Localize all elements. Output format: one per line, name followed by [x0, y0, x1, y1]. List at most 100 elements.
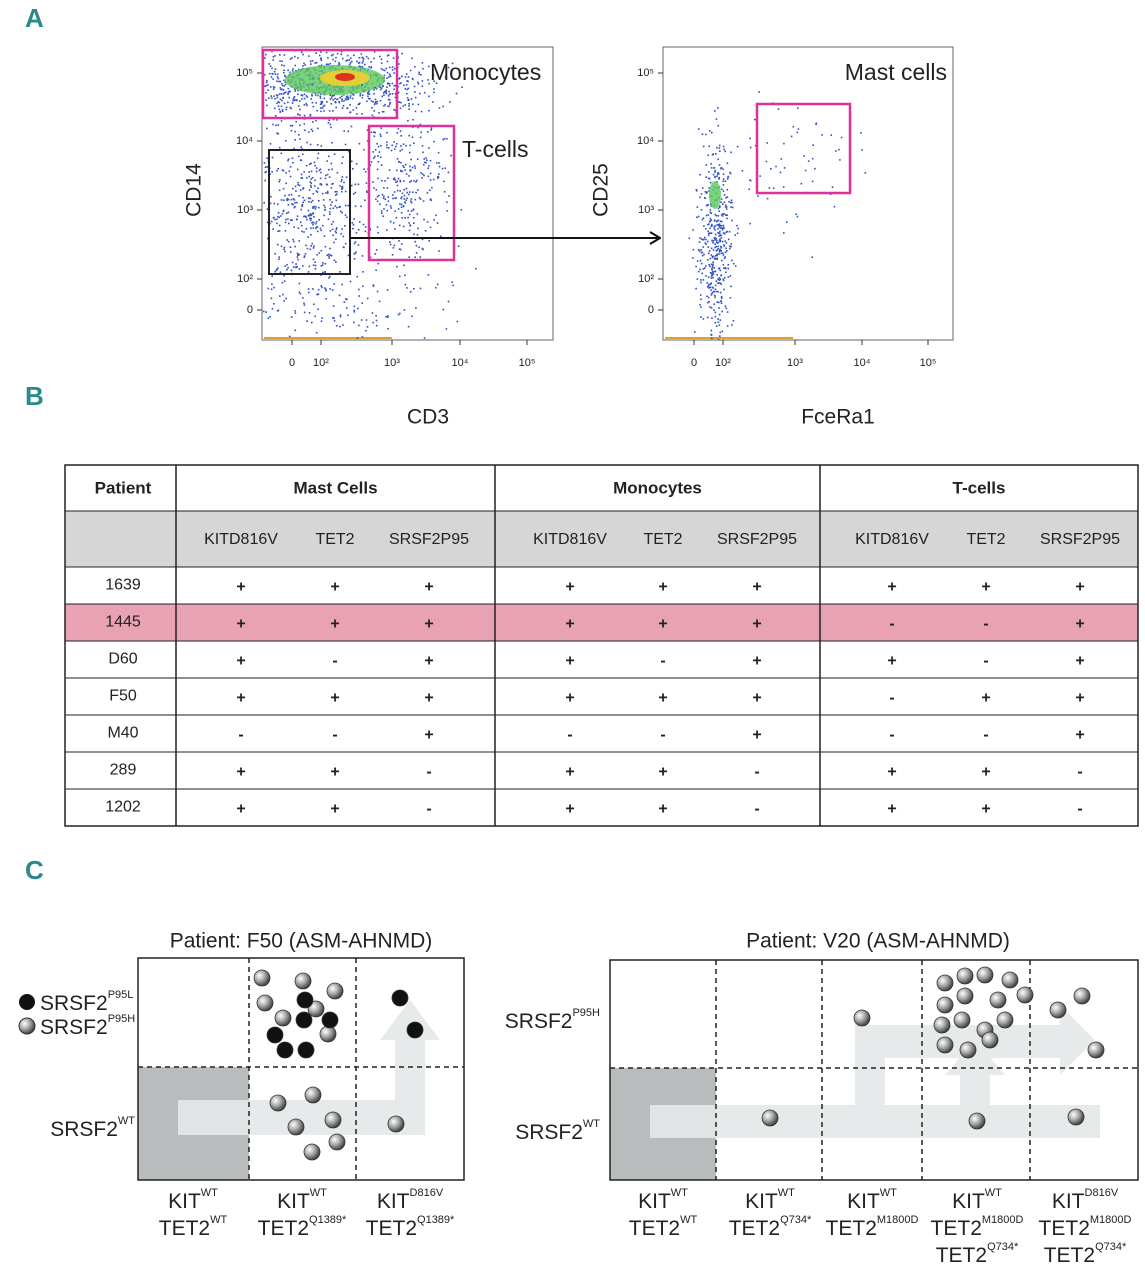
- event-dot: [696, 206, 699, 208]
- cell: [294, 972, 312, 990]
- event-dot: [399, 130, 402, 132]
- event-dot: [404, 163, 407, 166]
- event-dot: [342, 246, 345, 248]
- event-dot: [705, 204, 708, 207]
- event-dot: [361, 336, 364, 338]
- event-dot: [815, 122, 818, 125]
- event-dot: [296, 256, 299, 258]
- event-dot: [279, 110, 282, 113]
- event-dot: [278, 189, 281, 192]
- event-dot: [717, 219, 720, 222]
- event-dot: [287, 158, 290, 160]
- label-base: TET2: [936, 1244, 987, 1267]
- event-dot: [386, 229, 388, 231]
- event-dot: [303, 104, 306, 106]
- event-dot: [401, 217, 404, 219]
- event-dot: [408, 151, 411, 154]
- event-dot: [460, 209, 463, 211]
- event-dot: [423, 161, 426, 164]
- event-dot: [782, 186, 785, 188]
- event-dot: [720, 201, 722, 204]
- event-dot: [718, 240, 721, 242]
- event-dot: [295, 120, 297, 123]
- event-dot: [408, 99, 410, 101]
- event-dot: [353, 242, 356, 245]
- event-dot: [298, 134, 300, 136]
- event-dot: [404, 87, 407, 90]
- event-dot: [399, 248, 402, 251]
- event-dot: [413, 142, 415, 145]
- event-dot: [711, 267, 713, 270]
- event-dot: [273, 95, 275, 97]
- event-dot: [270, 86, 272, 88]
- event-dot: [432, 101, 434, 103]
- event-dot: [310, 98, 312, 100]
- event-dot: [443, 180, 445, 183]
- gate-label: Monocytes: [430, 59, 541, 85]
- event-dot: [768, 187, 771, 189]
- event-dot: [299, 100, 301, 102]
- event-dot: [404, 169, 406, 171]
- event-dot: [382, 69, 384, 71]
- event-dot: [322, 271, 324, 274]
- legend-label: SRSF2P95L: [40, 989, 133, 1015]
- event-dot: [399, 190, 401, 192]
- event-dot: [388, 73, 391, 76]
- event-dot: [293, 266, 295, 268]
- event-dot: [433, 140, 435, 143]
- event-dot: [408, 108, 410, 110]
- event-dot: [264, 171, 266, 174]
- event-dot: [396, 132, 399, 134]
- mutation-status: +: [565, 579, 574, 596]
- event-dot: [296, 168, 299, 171]
- event-dot: [384, 198, 387, 201]
- event-dot: [804, 169, 807, 172]
- event-dot: [307, 271, 310, 273]
- event-dot: [320, 64, 323, 66]
- event-dot: [719, 248, 721, 251]
- event-dot: [353, 309, 355, 312]
- event-dot: [310, 186, 312, 188]
- event-dot: [302, 53, 304, 56]
- event-dot: [421, 173, 424, 175]
- event-dot: [392, 178, 395, 181]
- event-dot: [726, 250, 728, 252]
- event-dot: [294, 185, 297, 188]
- event-dot: [714, 110, 716, 112]
- event-dot: [714, 315, 717, 318]
- mutation-status: +: [424, 727, 433, 744]
- event-dot: [373, 88, 375, 91]
- event-dot: [418, 197, 421, 199]
- event-dot: [725, 208, 728, 210]
- event-dot: [335, 231, 337, 234]
- event-dot: [455, 92, 458, 95]
- event-dot: [388, 76, 390, 78]
- event-dot: [378, 112, 380, 114]
- event-dot: [320, 229, 322, 232]
- event-dot: [332, 58, 334, 61]
- event-dot: [718, 313, 721, 316]
- event-dot: [279, 87, 282, 89]
- event-dot: [372, 321, 374, 324]
- event-dot: [384, 69, 386, 72]
- event-dot: [696, 189, 698, 192]
- event-dot: [353, 305, 356, 308]
- event-dot: [313, 216, 315, 218]
- event-dot: [409, 144, 411, 147]
- event-dot: [717, 223, 719, 226]
- event-dot: [396, 189, 399, 192]
- event-dot: [383, 195, 385, 198]
- event-dot: [315, 206, 317, 208]
- event-dot: [413, 222, 415, 224]
- event-dot: [348, 59, 350, 61]
- event-dot: [302, 265, 304, 267]
- event-dot: [379, 100, 382, 102]
- event-dot: [275, 269, 278, 272]
- event-dot: [409, 191, 411, 193]
- event-dot: [723, 201, 726, 204]
- event-dot: [309, 197, 312, 200]
- event-dot: [396, 180, 398, 183]
- event-dot: [421, 145, 424, 147]
- event-dot: [305, 244, 307, 247]
- event-dot: [729, 247, 731, 250]
